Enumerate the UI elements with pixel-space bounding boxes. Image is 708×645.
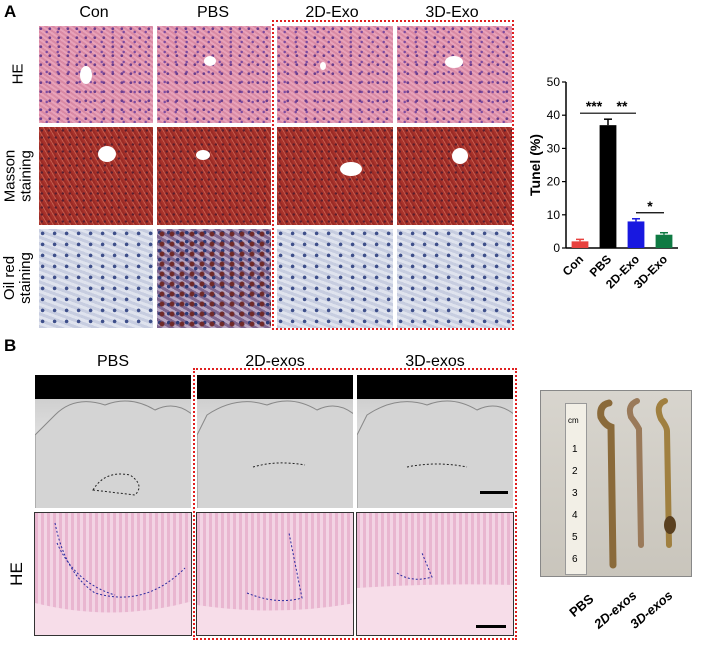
ruler: cm 1 2 3 4 5 6 xyxy=(565,403,587,575)
colon-specimens xyxy=(597,398,676,569)
tile-masson-con xyxy=(38,126,154,226)
col-head-con: Con xyxy=(79,4,109,21)
row-label-masson-line2: staining xyxy=(17,150,34,202)
tile-oil-3d xyxy=(396,228,513,329)
bar-2d-exo xyxy=(627,221,645,248)
tooth-outline-3d xyxy=(357,400,513,508)
vessel-masson-pbs xyxy=(196,150,210,160)
col-head-2d-exo: 2D-Exo xyxy=(305,4,359,21)
ct-image-2d xyxy=(196,374,354,509)
he-outline-2d xyxy=(197,532,353,635)
scalebar-he xyxy=(476,625,506,628)
vessel-masson-con xyxy=(98,146,116,162)
vessel-he-con xyxy=(80,66,92,84)
photo-label-pbs: PBS xyxy=(566,591,597,620)
row-label-b-he-wrap: HE xyxy=(0,512,34,636)
highlight-box-a xyxy=(272,20,514,330)
vessel-masson-2d xyxy=(340,162,362,176)
bar-con xyxy=(571,241,589,248)
tile-oil-con xyxy=(38,228,154,329)
y-tick-label: 30 xyxy=(547,141,561,155)
ct-image-3d xyxy=(356,374,514,509)
ruler-mark-3: 3 xyxy=(572,488,578,499)
panel-b-letter: B xyxy=(4,336,17,355)
tooth-outline-pbs xyxy=(35,400,191,508)
significance-label: * xyxy=(647,198,653,214)
col-head-pbs: PBS xyxy=(196,4,229,21)
ct-image-pbs xyxy=(34,374,192,509)
he-outline-3d xyxy=(357,552,513,635)
row-label-masson: Masson staining xyxy=(1,149,34,203)
panel-a-letter: A xyxy=(4,2,17,21)
significance-label: ** xyxy=(617,98,628,114)
y-tick-label: 20 xyxy=(547,175,561,189)
y-tick-label: 10 xyxy=(547,208,561,222)
row-label-oil-line1: Oil red xyxy=(1,255,19,301)
y-tick-label: 50 xyxy=(547,75,561,89)
x-tick-label: Con xyxy=(560,252,586,278)
y-tick-label: 40 xyxy=(547,108,561,122)
tile-he-2d xyxy=(276,25,394,124)
col-head-b-pbs: PBS xyxy=(96,353,129,370)
bar-3d-exo xyxy=(655,234,673,248)
tile-masson-2d xyxy=(276,126,394,226)
scalebar-ct xyxy=(480,491,508,494)
he-image-3d xyxy=(356,512,514,636)
tile-he-pbs xyxy=(156,25,272,124)
col-head-3d-exo: 3D-Exo xyxy=(425,4,479,21)
significance-label: *** xyxy=(586,98,603,114)
row-label-he-wrap: HE xyxy=(0,26,36,122)
he-outline-pbs xyxy=(35,522,191,635)
row-label-oil-line2: staining xyxy=(17,252,35,304)
row-label-oil-wrap: Oil red staining xyxy=(0,228,36,328)
tile-oil-pbs xyxy=(156,228,272,329)
ruler-mark-2: 2 xyxy=(572,466,578,477)
ruler-mark-5: 5 xyxy=(572,532,578,543)
colon-photo: cm 1 2 3 4 5 6 xyxy=(540,390,692,577)
vessel-he-pbs xyxy=(204,56,216,66)
row-label-masson-line1: Masson xyxy=(1,149,18,203)
he-image-2d xyxy=(196,512,354,636)
row-label-he: HE xyxy=(9,63,26,85)
y-tick-label: 0 xyxy=(553,241,560,255)
row-label-masson-wrap: Masson staining xyxy=(0,126,36,226)
he-image-pbs xyxy=(34,512,192,636)
highlight-box-b xyxy=(193,368,517,640)
tile-masson-pbs xyxy=(156,126,272,226)
vessel-he-2d xyxy=(320,62,326,70)
col-head-b-2d: 2D-exos xyxy=(245,353,305,370)
tile-he-con xyxy=(38,25,154,124)
ruler-mark-6: 6 xyxy=(572,554,578,565)
ruler-mark-1: 1 xyxy=(572,444,578,455)
ruler-mark-cm: cm xyxy=(568,416,579,425)
tile-oil-2d xyxy=(276,228,394,329)
vessel-he-3d xyxy=(445,56,463,68)
row-label-oil: Oil red staining xyxy=(1,252,35,304)
chart-ylabel: Tunel (%) xyxy=(527,134,543,196)
col-head-b-3d: 3D-exos xyxy=(405,353,465,370)
row-label-b-he: HE xyxy=(7,562,26,586)
tooth-outline-2d xyxy=(197,400,353,508)
ruler-mark-4: 4 xyxy=(572,510,578,521)
vessel-masson-3d xyxy=(452,148,468,164)
bar-pbs xyxy=(599,125,617,248)
